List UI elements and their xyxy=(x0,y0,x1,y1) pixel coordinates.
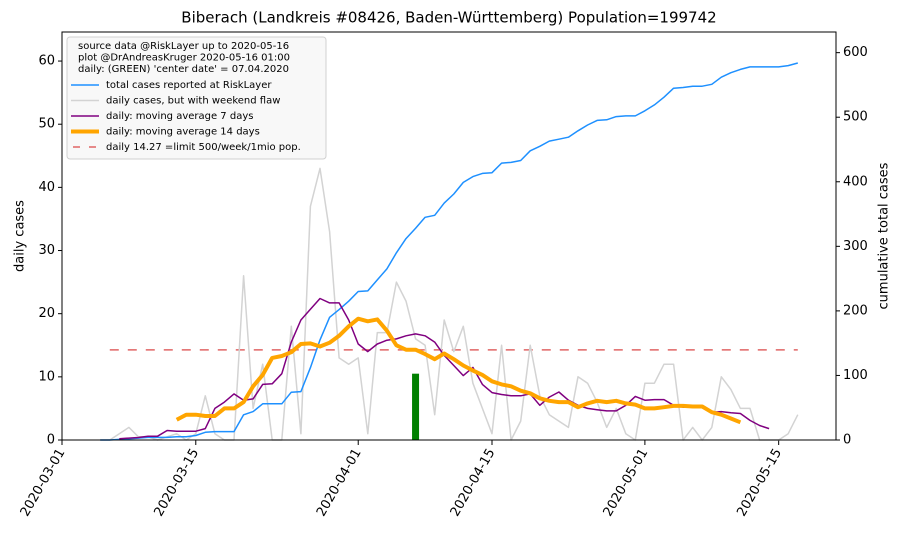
series-line xyxy=(175,316,742,425)
y2-tick-label: 400 xyxy=(843,174,868,189)
series-line xyxy=(100,62,798,441)
highlight-bar xyxy=(412,373,420,440)
legend-title: source data @RiskLayer up to 2020-05-16 xyxy=(78,41,289,52)
y2-axis-label: cumulative total cases xyxy=(877,162,892,309)
legend-label: daily: moving average 14 days xyxy=(106,127,260,138)
y2-tick-label: 600 xyxy=(843,45,868,60)
y-axis-label: daily cases xyxy=(13,200,28,272)
y2-tick-label: 300 xyxy=(843,239,868,254)
chart-title: Biberach (Landkreis #08426, Baden-Württe… xyxy=(181,9,716,27)
y-tick-label: 60 xyxy=(38,54,55,69)
y2-tick-label: 200 xyxy=(843,303,868,318)
legend: source data @RiskLayer up to 2020-05-16p… xyxy=(66,36,327,160)
series-line xyxy=(100,167,799,441)
y-tick-label: 10 xyxy=(38,369,55,384)
y-tick-label: 30 xyxy=(38,243,55,258)
y2-tick-label: 500 xyxy=(843,110,868,125)
legend-label: daily cases, but with weekend flaw xyxy=(106,96,280,107)
legend-label: daily: moving average 7 days xyxy=(106,111,253,122)
y-tick-label: 40 xyxy=(38,180,55,195)
y2-tick-label: 100 xyxy=(843,368,868,383)
legend-title: daily: (GREEN) 'center date' = 07.04.202… xyxy=(78,64,289,75)
plot-frame xyxy=(61,31,837,441)
legend-box xyxy=(66,36,327,160)
legend-label: daily 14.27 =limit 500/week/1mio pop. xyxy=(106,142,301,153)
y-tick-label: 50 xyxy=(38,117,55,132)
y-tick-label: 0 xyxy=(47,433,55,448)
legend-label: total cases reported at RiskLayer xyxy=(106,80,272,91)
y-tick-label: 20 xyxy=(38,306,55,321)
legend-title: plot @DrAndreasKruger 2020-05-16 01:00 xyxy=(78,53,290,64)
y2-tick-label: 0 xyxy=(843,433,851,448)
